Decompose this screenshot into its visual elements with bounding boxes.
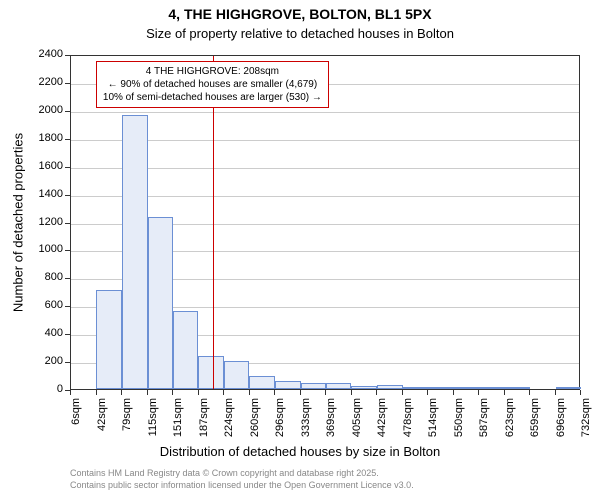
ytick-mark — [65, 195, 70, 196]
histogram-bar — [504, 387, 529, 389]
xtick-mark — [376, 390, 377, 395]
ytick-label: 400 — [25, 327, 63, 339]
ytick-label: 1400 — [25, 188, 63, 200]
xtick-mark — [478, 390, 479, 395]
xtick-label: 659sqm — [529, 398, 541, 448]
xtick-label: 151sqm — [172, 398, 184, 448]
ytick-mark — [65, 250, 70, 251]
xtick-mark — [198, 390, 199, 395]
xtick-mark — [504, 390, 505, 395]
annotation-line: 4 THE HIGHGROVE: 208sqm — [103, 65, 322, 78]
xtick-mark — [402, 390, 403, 395]
xtick-mark — [70, 390, 71, 395]
xtick-label: 442sqm — [376, 398, 388, 448]
xtick-label: 260sqm — [249, 398, 261, 448]
xtick-label: 6sqm — [70, 398, 82, 448]
xtick-label: 333sqm — [300, 398, 312, 448]
histogram-bar — [96, 290, 122, 389]
xtick-label: 79sqm — [121, 398, 133, 448]
xtick-mark — [555, 390, 556, 395]
xtick-label: 623sqm — [504, 398, 516, 448]
ytick-mark — [65, 111, 70, 112]
chart-container: 4, THE HIGHGROVE, BOLTON, BL1 5PX Size o… — [0, 0, 600, 500]
xtick-label: 42sqm — [96, 398, 108, 448]
chart-subtitle: Size of property relative to detached ho… — [0, 26, 600, 41]
xtick-mark — [580, 390, 581, 395]
xtick-mark — [121, 390, 122, 395]
histogram-bar — [122, 115, 147, 389]
histogram-bar — [326, 383, 351, 389]
xtick-mark — [325, 390, 326, 395]
ytick-mark — [65, 139, 70, 140]
footer-line-2: Contains public sector information licen… — [70, 480, 414, 490]
xtick-mark — [274, 390, 275, 395]
xtick-mark — [223, 390, 224, 395]
ytick-label: 0 — [25, 383, 63, 395]
histogram-bar — [428, 387, 453, 389]
ytick-label: 2000 — [25, 104, 63, 116]
ytick-mark — [65, 278, 70, 279]
ytick-mark — [65, 167, 70, 168]
xtick-label: 514sqm — [427, 398, 439, 448]
xtick-label: 587sqm — [478, 398, 490, 448]
xtick-mark — [427, 390, 428, 395]
ytick-label: 800 — [25, 271, 63, 283]
xtick-label: 224sqm — [223, 398, 235, 448]
ytick-mark — [65, 55, 70, 56]
annotation-line: 10% of semi-detached houses are larger (… — [103, 91, 322, 104]
histogram-bar — [556, 387, 581, 389]
ytick-label: 200 — [25, 355, 63, 367]
footer-line-1: Contains HM Land Registry data © Crown c… — [70, 468, 379, 478]
histogram-bar — [148, 217, 173, 389]
ytick-mark — [65, 83, 70, 84]
ytick-mark — [65, 306, 70, 307]
histogram-bar — [403, 387, 428, 389]
ytick-label: 2200 — [25, 76, 63, 88]
xtick-mark — [96, 390, 97, 395]
histogram-bar — [173, 311, 198, 389]
xtick-label: 732sqm — [580, 398, 592, 448]
histogram-bar — [224, 361, 249, 389]
xtick-mark — [529, 390, 530, 395]
y-axis-label: Number of detached properties — [11, 123, 26, 323]
xtick-label: 405sqm — [351, 398, 363, 448]
xtick-label: 296sqm — [274, 398, 286, 448]
xtick-label: 696sqm — [555, 398, 567, 448]
xtick-label: 478sqm — [402, 398, 414, 448]
histogram-bar — [377, 385, 402, 389]
ytick-label: 1600 — [25, 160, 63, 172]
histogram-bar — [198, 356, 224, 390]
ytick-label: 1000 — [25, 243, 63, 255]
xtick-label: 187sqm — [198, 398, 210, 448]
histogram-bar — [479, 387, 504, 389]
xtick-mark — [300, 390, 301, 395]
xtick-label: 369sqm — [325, 398, 337, 448]
xtick-mark — [249, 390, 250, 395]
xtick-mark — [172, 390, 173, 395]
annotation-line: ← 90% of detached houses are smaller (4,… — [103, 78, 322, 91]
ytick-label: 1800 — [25, 132, 63, 144]
histogram-bar — [249, 376, 274, 389]
histogram-bar — [453, 387, 479, 389]
ytick-mark — [65, 362, 70, 363]
xtick-mark — [147, 390, 148, 395]
annotation-box: 4 THE HIGHGROVE: 208sqm← 90% of detached… — [96, 61, 329, 108]
ytick-label: 1200 — [25, 216, 63, 228]
ytick-label: 2400 — [25, 48, 63, 60]
xtick-mark — [351, 390, 352, 395]
xtick-label: 550sqm — [453, 398, 465, 448]
gridline — [71, 112, 579, 113]
histogram-bar — [301, 383, 326, 389]
chart-title: 4, THE HIGHGROVE, BOLTON, BL1 5PX — [0, 6, 600, 22]
histogram-bar — [275, 381, 301, 389]
xtick-label: 115sqm — [147, 398, 159, 448]
histogram-bar — [351, 386, 377, 389]
ytick-label: 600 — [25, 299, 63, 311]
ytick-mark — [65, 223, 70, 224]
ytick-mark — [65, 334, 70, 335]
xtick-mark — [453, 390, 454, 395]
